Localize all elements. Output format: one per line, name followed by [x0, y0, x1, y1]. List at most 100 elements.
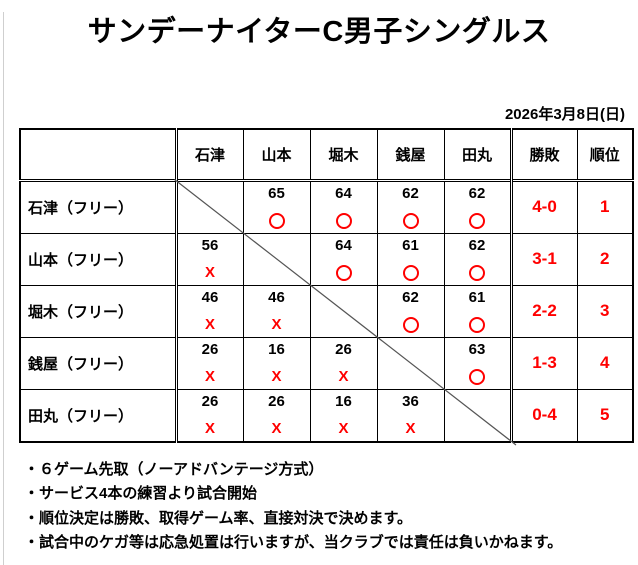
match-cell: 46 X [242, 284, 311, 338]
match-score: 16 [268, 340, 285, 358]
match-mark-slot: X [338, 420, 348, 438]
match-cell-content: 63 [445, 338, 510, 388]
match-cell-content: 46 X [244, 286, 309, 336]
match-cell-content: 26 X [311, 338, 376, 388]
match-cell-content: 62 [378, 286, 443, 336]
match-cell: 64 [309, 178, 378, 234]
match-cell: 26 X [309, 336, 378, 390]
loss-x-mark: X [405, 419, 416, 437]
match-cell-content: 64 [311, 234, 376, 284]
note-line: ・順位決定は勝敗、取得ゲーム率、直接対決で決めます。 [24, 509, 413, 527]
match-cell: 26 X [242, 388, 311, 442]
opponent-header: 銭屋 [376, 128, 445, 181]
match-cell: 62 [376, 178, 445, 234]
match-cell-content: 16 X [244, 338, 309, 388]
match-cell-content: 46 X [179, 286, 242, 336]
player-name-cell: 田丸（フリー） [19, 388, 177, 442]
self-diagonal-cell [443, 388, 512, 442]
match-mark-slot [469, 264, 485, 282]
win-circle-mark [469, 212, 485, 229]
loss-x-mark: X [204, 367, 215, 385]
rank-header: 順位 [576, 128, 634, 181]
rank-cell: 4 [576, 336, 634, 390]
match-mark-slot: X [338, 368, 348, 386]
win-circle-mark [268, 212, 285, 229]
opponent-header: 石津 [174, 128, 244, 181]
match-mark-slot [469, 368, 485, 386]
match-cell-content: 61 [378, 234, 443, 284]
match-mark-slot: X [205, 316, 215, 334]
match-score: 61 [468, 288, 486, 306]
match-cell-content: 62 [445, 234, 510, 284]
player-name-cell: 銭屋（フリー） [19, 336, 177, 390]
match-score: 16 [335, 392, 352, 410]
loss-x-mark: X [338, 367, 349, 385]
match-score: 64 [335, 236, 352, 254]
match-mark-slot [335, 212, 352, 230]
match-cell: 63 [443, 336, 512, 390]
match-mark-slot: X [205, 264, 215, 282]
self-diagonal-cell [174, 178, 244, 234]
match-cell: 65 [242, 178, 311, 234]
win-circle-mark [402, 264, 419, 281]
page-edge-line [3, 12, 4, 565]
win-loss-record-cell: 4-0 [509, 178, 578, 234]
match-score: 63 [468, 340, 486, 358]
match-cell: 16 X [242, 336, 311, 390]
match-score: 26 [335, 340, 352, 358]
match-score: 56 [201, 236, 219, 254]
note-line: ・試合中のケガ等は応急処置は行いますが、当クラブでは責任は負いかねます。 [24, 534, 563, 552]
match-score: 26 [201, 340, 219, 358]
rank-cell: 1 [576, 178, 634, 234]
match-score: 61 [402, 236, 419, 254]
self-diagonal-cell [376, 336, 445, 390]
player-name-cell: 堀木（フリー） [19, 284, 177, 338]
results-table: 石津 山本 堀木 銭屋 田丸 勝敗 順位 石津（フリー） 65 64 62 62 4-0 1 山本（フリー… [19, 128, 634, 443]
match-cell: 62 [443, 232, 512, 286]
match-score: 62 [402, 184, 419, 202]
match-score: 36 [402, 392, 419, 410]
match-score: 46 [268, 288, 285, 306]
match-mark-slot [402, 264, 419, 282]
match-score: 62 [402, 288, 419, 306]
win-loss-record-cell: 1-3 [509, 336, 578, 390]
match-mark-slot [268, 212, 285, 230]
win-circle-mark [469, 316, 485, 333]
note-line: ・６ゲーム先取（ノーアドバンテージ方式） [24, 460, 324, 478]
match-cell-content: 36 X [378, 390, 443, 441]
match-cell: 26 X [174, 336, 244, 390]
player-name-cell: 石津（フリー） [19, 178, 177, 234]
match-cell-content: 62 [378, 183, 443, 232]
match-mark-slot [469, 212, 485, 230]
match-score: 64 [335, 184, 352, 202]
win-loss-record-cell: 3-1 [509, 232, 578, 286]
win-circle-mark [335, 212, 352, 229]
table-row: 堀木（フリー） 46 X 46 X 62 61 2-2 3 [19, 284, 634, 338]
match-score: 26 [268, 392, 285, 410]
match-mark-slot [335, 264, 352, 282]
loss-x-mark: X [271, 419, 282, 437]
loss-x-mark: X [204, 315, 215, 333]
self-diagonal-cell [242, 232, 311, 286]
match-mark-slot: X [405, 420, 415, 438]
loss-x-mark: X [271, 315, 282, 333]
results-table-wrap: 石津 山本 堀木 銭屋 田丸 勝敗 順位 石津（フリー） 65 64 62 62 4-0 1 山本（フリー… [19, 128, 634, 446]
match-score: 26 [201, 392, 219, 410]
page-title: サンデーナイターC男子シングルス [87, 16, 551, 48]
loss-x-mark: X [271, 367, 282, 385]
note-line: ・サービス4本の練習より試合開始 [24, 485, 258, 503]
win-circle-mark [469, 368, 485, 385]
win-loss-record-cell: 2-2 [509, 284, 578, 338]
match-score: 65 [268, 184, 285, 202]
notes: ・６ゲーム先取（ノーアドバンテージ方式） ・サービス4本の練習より試合開始・順位決… [24, 456, 628, 554]
match-cell: 36 X [376, 388, 445, 442]
match-mark-slot: X [271, 368, 281, 386]
rank-cell: 3 [576, 284, 634, 338]
win-circle-mark [469, 264, 485, 281]
date-label: 2026年3月8日(日) [504, 106, 625, 123]
win-circle-mark [335, 264, 352, 281]
match-cell-content: 64 [311, 183, 376, 232]
win-circle-mark [402, 316, 419, 333]
match-cell-content: 26 X [179, 390, 242, 441]
match-mark-slot: X [205, 420, 215, 438]
